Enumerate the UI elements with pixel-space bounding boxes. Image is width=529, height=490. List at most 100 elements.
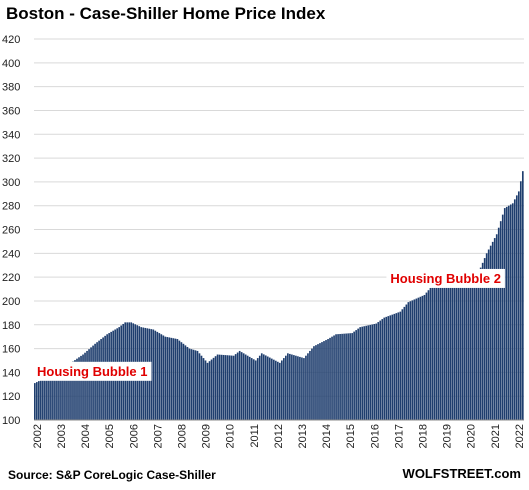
- bar: [212, 357, 215, 420]
- bar: [166, 337, 169, 420]
- bar: [369, 324, 372, 420]
- bar: [359, 327, 361, 420]
- annotation-label: Housing Bubble 2: [390, 271, 501, 286]
- bar: [62, 368, 64, 420]
- bar: [56, 372, 58, 420]
- bar: [385, 316, 388, 420]
- bar: [170, 337, 173, 420]
- bar: [505, 206, 508, 420]
- bar: [48, 376, 50, 420]
- bar: [509, 204, 512, 420]
- bar: [208, 361, 211, 420]
- bar: [248, 356, 251, 420]
- bar: [367, 325, 370, 420]
- bar: [357, 328, 359, 420]
- bar: [283, 358, 285, 420]
- bar: [443, 284, 446, 420]
- bar: [387, 316, 390, 420]
- bar: [266, 356, 269, 420]
- bar: [471, 273, 474, 420]
- bar: [82, 354, 84, 420]
- bar: [242, 353, 245, 420]
- bar: [411, 300, 414, 420]
- y-tick-label: 240: [2, 248, 20, 260]
- bar: [78, 357, 80, 420]
- y-tick-label: 340: [2, 129, 20, 141]
- y-tick-label: 200: [2, 296, 20, 308]
- bar: [50, 375, 52, 420]
- bar: [96, 342, 98, 420]
- annotation-layer: Housing Bubble 1 Housing Bubble 2: [32, 268, 505, 381]
- x-tick-label: 2004: [80, 424, 92, 448]
- bar: [323, 341, 325, 420]
- bar: [427, 290, 430, 420]
- bar: [88, 349, 90, 420]
- bar: [226, 355, 229, 420]
- bar: [301, 357, 303, 420]
- bar: [347, 333, 349, 420]
- bar: [425, 292, 428, 420]
- bar: [377, 322, 380, 420]
- bar: [291, 354, 293, 420]
- bar: [413, 299, 416, 420]
- bar: [70, 362, 72, 420]
- bar: [477, 269, 480, 420]
- bar: [54, 373, 56, 420]
- bar: [240, 352, 243, 420]
- bar: [401, 309, 404, 420]
- bar: [459, 276, 462, 420]
- bar: [403, 306, 406, 420]
- bar: [503, 208, 506, 420]
- bar: [485, 253, 488, 420]
- bar: [395, 313, 398, 420]
- brand-label: WOLFSTREET.com: [402, 466, 521, 481]
- x-tick-label: 2008: [176, 424, 188, 448]
- bar: [236, 352, 239, 420]
- bar-series: [34, 171, 524, 421]
- bar: [206, 362, 209, 420]
- x-tick-label: 2010: [225, 424, 237, 448]
- bar: [276, 361, 279, 420]
- bar: [417, 297, 420, 420]
- bar: [182, 343, 185, 420]
- bar: [172, 338, 175, 420]
- bar: [254, 360, 257, 420]
- bar: [317, 344, 319, 420]
- bar: [158, 333, 161, 420]
- bar: [405, 304, 408, 420]
- y-tick-label: 220: [2, 272, 20, 284]
- bar: [264, 355, 267, 420]
- bar: [467, 274, 470, 420]
- bar: [299, 356, 301, 420]
- bar: [313, 346, 315, 420]
- bar: [349, 333, 351, 420]
- bar: [493, 238, 496, 420]
- bar: [319, 343, 321, 420]
- bar: [180, 342, 183, 420]
- bar: [435, 285, 438, 420]
- bar: [274, 360, 277, 420]
- bar: [465, 274, 468, 420]
- bar: [331, 336, 333, 420]
- bar: [86, 350, 88, 420]
- bar: [315, 345, 317, 420]
- y-tick-label: 280: [2, 201, 20, 213]
- bar: [371, 324, 374, 420]
- bar: [192, 349, 195, 420]
- bar: [168, 337, 171, 420]
- bar: [325, 340, 327, 420]
- y-tick-label: 260: [2, 225, 20, 237]
- y-tick-label: 400: [2, 58, 20, 70]
- bar: [475, 270, 478, 420]
- bar: [391, 314, 394, 420]
- bar: [38, 381, 40, 420]
- bar: [339, 333, 341, 420]
- bar: [381, 319, 384, 420]
- x-tick-label: 2007: [152, 424, 164, 448]
- bar: [202, 358, 205, 420]
- annotation: Housing Bubble 2: [386, 268, 505, 288]
- bar: [507, 205, 510, 420]
- bar: [355, 330, 357, 420]
- x-tick-label: 2015: [345, 424, 357, 448]
